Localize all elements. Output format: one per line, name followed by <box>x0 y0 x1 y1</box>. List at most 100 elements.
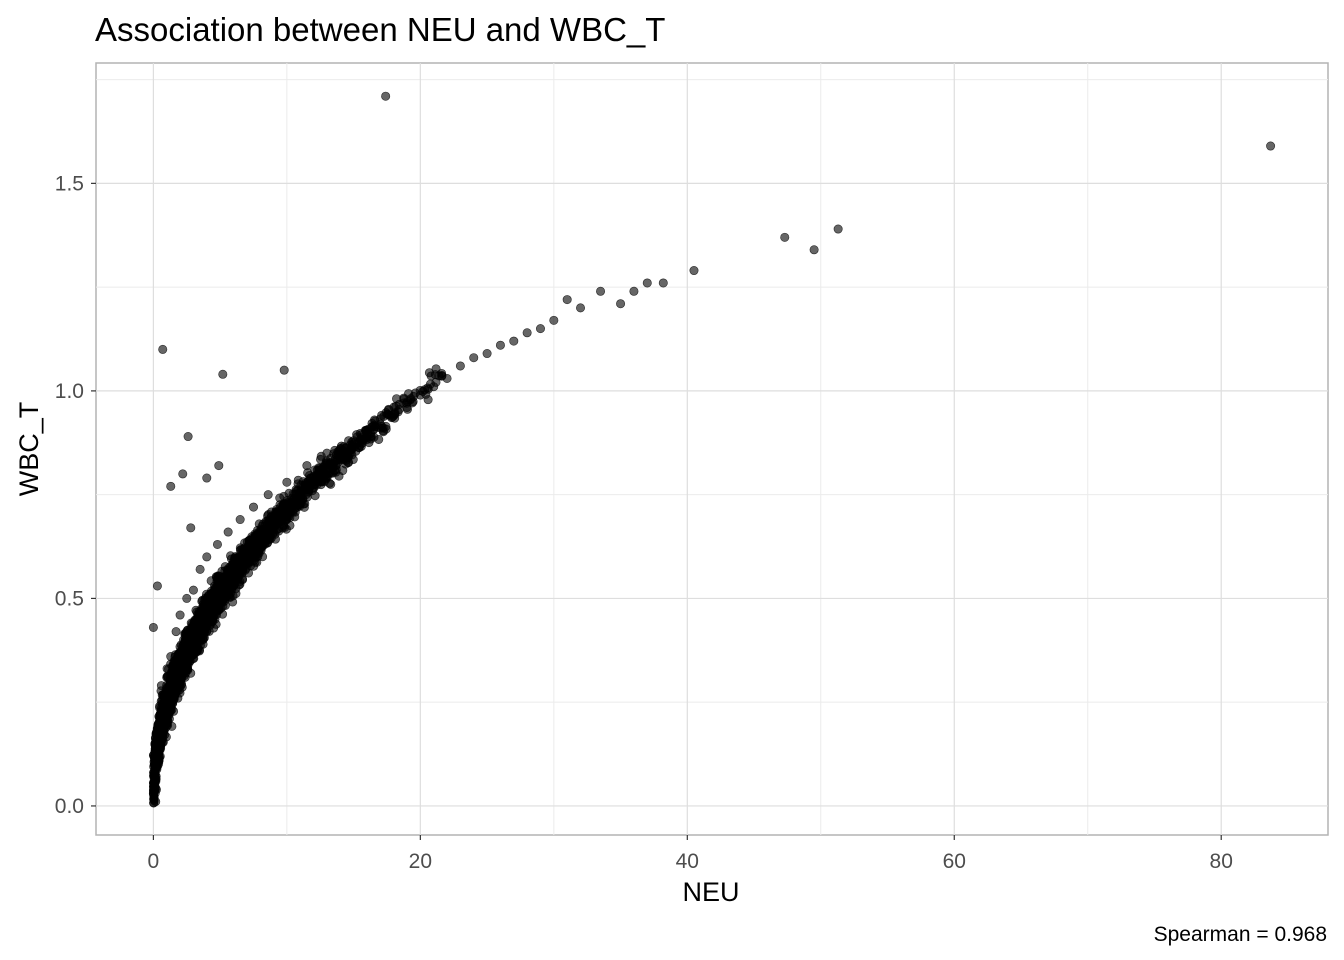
data-point <box>152 581 162 591</box>
data-point <box>535 324 545 334</box>
data-point <box>362 432 372 442</box>
data-point <box>188 585 198 595</box>
data-point <box>168 689 178 699</box>
x-tick-label: 60 <box>943 850 966 873</box>
data-point <box>159 697 169 707</box>
data-point <box>166 481 176 491</box>
x-axis-ticks: 0 20 40 60 80 <box>148 835 1233 873</box>
x-tick-label: 40 <box>676 850 699 873</box>
data-point <box>293 479 303 489</box>
data-point <box>302 461 312 471</box>
y-tick-label: 0.5 <box>55 587 84 610</box>
data-point <box>209 611 219 621</box>
data-point <box>326 479 336 489</box>
data-point <box>809 245 819 255</box>
data-point <box>375 419 385 429</box>
data-point <box>402 402 412 412</box>
data-point <box>429 382 439 392</box>
y-tick-label: 0.0 <box>55 795 84 818</box>
data-point <box>293 494 303 504</box>
data-point <box>195 564 205 574</box>
data-point <box>164 681 174 691</box>
data-point <box>163 705 173 715</box>
data-point <box>214 603 224 613</box>
data-point <box>469 353 479 363</box>
data-point <box>158 344 168 354</box>
data-point <box>223 527 233 537</box>
data-point <box>148 788 158 798</box>
data-point <box>596 286 606 296</box>
data-point <box>150 780 160 790</box>
data-point <box>162 672 172 682</box>
data-point <box>300 485 310 495</box>
data-point <box>271 515 281 525</box>
data-point <box>218 369 228 379</box>
data-point <box>179 643 189 653</box>
data-point <box>335 452 345 462</box>
data-point <box>349 436 359 446</box>
data-point <box>310 465 320 475</box>
data-point <box>202 473 212 483</box>
y-tick-label: 1.0 <box>55 380 84 403</box>
chart-title: Association between NEU and WBC_T <box>95 11 665 48</box>
data-point <box>629 286 639 296</box>
data-point <box>426 371 436 381</box>
data-point <box>202 552 212 562</box>
data-point <box>183 659 193 669</box>
data-point <box>576 303 586 313</box>
data-point <box>182 593 192 603</box>
data-point <box>148 622 158 632</box>
data-point <box>345 448 355 458</box>
data-point <box>192 622 202 632</box>
x-tick-label: 80 <box>1210 850 1233 873</box>
data-point <box>233 552 243 562</box>
data-point <box>549 315 559 325</box>
data-point <box>156 681 166 691</box>
data-point <box>423 395 433 405</box>
data-point <box>220 562 230 572</box>
data-point <box>279 365 289 375</box>
data-point <box>151 764 161 774</box>
data-point <box>689 266 699 276</box>
data-point <box>222 580 232 590</box>
data-point <box>281 515 291 525</box>
data-point <box>183 432 193 442</box>
data-point <box>214 461 224 471</box>
data-points <box>148 91 1276 808</box>
data-point <box>186 523 196 533</box>
data-point <box>780 232 790 242</box>
data-point <box>228 560 238 570</box>
data-point <box>389 411 399 421</box>
data-point <box>455 361 465 371</box>
y-axis-title: WBC_T <box>14 402 44 497</box>
data-point <box>263 490 273 500</box>
data-point <box>415 390 425 400</box>
data-point <box>282 477 292 487</box>
data-point <box>495 340 505 350</box>
y-tick-label: 1.5 <box>55 172 84 195</box>
data-point <box>562 295 572 305</box>
data-point <box>1266 141 1276 151</box>
data-point <box>408 397 418 407</box>
data-point <box>313 473 323 483</box>
data-point <box>186 631 196 641</box>
data-point <box>658 278 668 288</box>
data-point <box>149 798 159 808</box>
data-point <box>616 299 626 309</box>
data-point <box>207 589 217 599</box>
data-point <box>255 527 265 537</box>
data-point <box>322 448 332 458</box>
data-point <box>191 614 201 624</box>
data-point <box>171 627 181 637</box>
data-point <box>381 91 391 101</box>
data-point <box>212 539 222 549</box>
plot-panel <box>95 62 1329 836</box>
data-point <box>220 591 230 601</box>
spearman-caption: Spearman = 0.968 <box>1154 923 1327 946</box>
data-point <box>642 278 652 288</box>
data-point <box>442 373 452 383</box>
data-point <box>155 710 165 720</box>
data-point <box>328 468 338 478</box>
x-axis-title: NEU <box>682 877 739 907</box>
data-point <box>509 336 519 346</box>
